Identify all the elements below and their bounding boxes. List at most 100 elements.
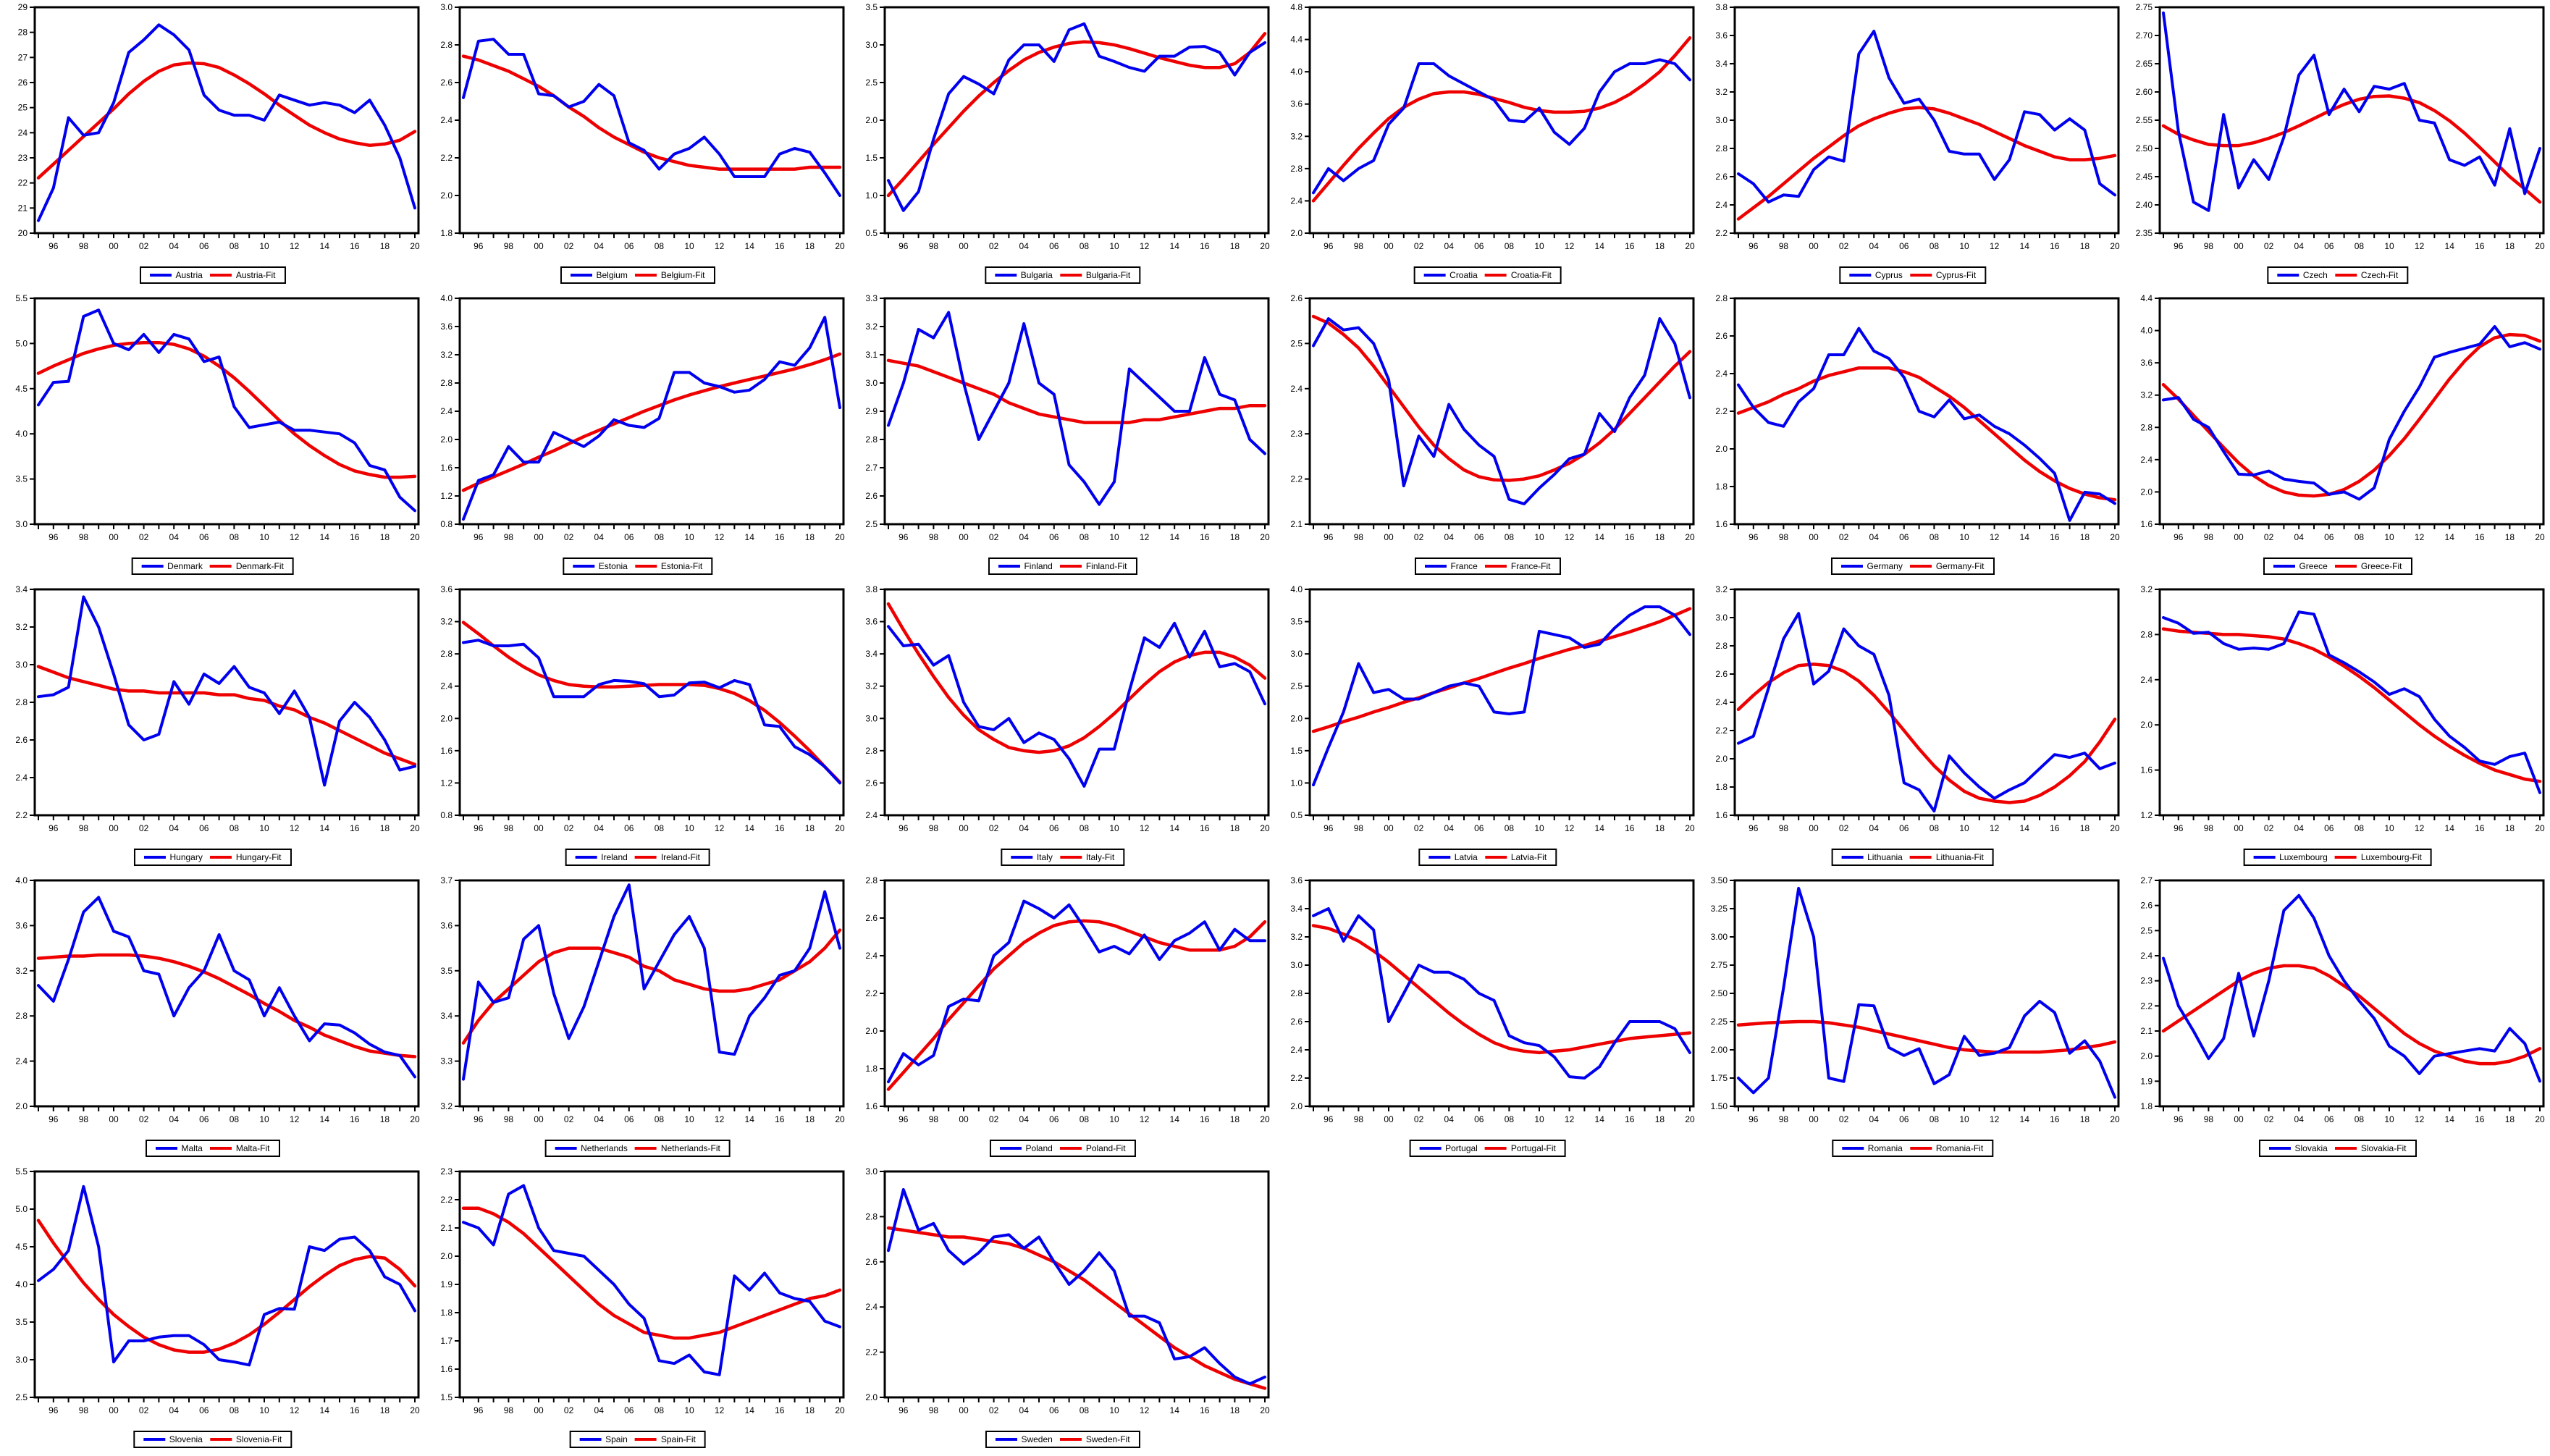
x-tick-label: 00 (534, 1114, 544, 1124)
x-tick-label: 06 (1049, 823, 1059, 833)
denmark-series-line (37, 308, 416, 513)
legend-label: Bulgaria-Fit (1085, 270, 1131, 280)
x-tick-label: 06 (1899, 823, 1909, 833)
y-tick-label: 2.0 (440, 190, 453, 201)
x-tick-label: 20 (835, 241, 845, 251)
fit-line-swatch-icon (634, 1438, 657, 1441)
y-tick-label: 2.0 (2140, 720, 2153, 730)
chart-panel-ireland: 0.8 1.2 1.6 2.0 2.4 2.8 3.2 3.6 96 98 00 02 04 06 08 10… (425, 582, 850, 873)
x-tick-label: 18 (805, 1405, 815, 1415)
legend-label: Lithuania-Fit (1935, 852, 1984, 862)
x-tick-label: 04 (1869, 241, 1880, 251)
x-tick-label: 14 (2020, 823, 2030, 833)
y-tick-label: 1.9 (2140, 1076, 2153, 1086)
x-tick-label: 08 (1930, 1114, 1940, 1124)
x-tick-label: 18 (2505, 1114, 2515, 1124)
y-tick-label: 2.45 (2136, 172, 2153, 182)
plot-frame (883, 1170, 1270, 1399)
belgium-fit-line (461, 54, 842, 171)
x-tick-label: 14 (1170, 823, 1180, 833)
legend-entry: Portugal (1419, 1144, 1478, 1153)
legend-label: Austria (175, 270, 203, 280)
legend-entry: Luxembourg-Fit (2334, 853, 2422, 862)
y-tick-label: 0.8 (440, 519, 453, 529)
luxembourg-fit-line (2161, 627, 2542, 783)
chart-panel-finland: 2.5 2.6 2.7 2.8 2.9 3.0 3.1 3.2 3.3 96 98 00 02 04 06 0… (850, 291, 1275, 582)
legend-poland: Poland Poland-Fit (989, 1140, 1136, 1157)
y-tick-label: 2.4 (440, 681, 453, 691)
legend-entry: France (1424, 561, 1478, 571)
legend-entry: Lithuania (1841, 853, 1903, 862)
y-tick-label: 2.4 (440, 406, 453, 416)
y-tick-label: 5.5 (15, 1166, 28, 1177)
x-tick-label: 20 (835, 1405, 845, 1415)
x-tick-label: 00 (534, 532, 544, 542)
x-tick-label: 18 (805, 1114, 815, 1124)
legend-ireland: Ireland Ireland-Fit (565, 849, 710, 866)
y-tick-label: 3.2 (1715, 87, 1728, 97)
legend-label: France-Fit (1510, 561, 1551, 571)
y-tick-label: 2.0 (440, 1251, 453, 1261)
x-tick-label: 06 (199, 532, 209, 542)
x-tick-label: 00 (109, 1405, 119, 1415)
x-tick-label: 14 (745, 823, 755, 833)
plot-frame (458, 297, 845, 526)
x-tick-label: 08 (1080, 532, 1090, 542)
x-tick-label: 10 (684, 241, 694, 251)
plot-lithuania: 1.6 1.8 2.0 2.2 2.4 2.6 2.8 3.0 3.2 96 98 00 02 04 06 0… (1715, 584, 2120, 833)
legend-label: Latvia-Fit (1510, 852, 1547, 862)
x-tick-label: 18 (1230, 1114, 1240, 1124)
legend-label: Ireland (601, 852, 628, 862)
fit-line-swatch-icon (209, 856, 232, 859)
legend-label: Hungary (169, 852, 203, 862)
y-tick-label: 2.2 (1290, 1073, 1303, 1083)
x-tick-label: 98 (504, 823, 514, 833)
x-tick-label: 08 (1080, 1114, 1090, 1124)
legend-label: Croatia (1449, 270, 1478, 280)
y-tick-label: 3.2 (865, 681, 878, 691)
chart-panel-austria: 20 21 22 23 24 25 26 27 28 29 96 98 00 02 04 06 08 10 12 14… (0, 0, 425, 291)
x-tick-label: 12 (1990, 532, 2000, 542)
fit-line-swatch-icon (1484, 274, 1507, 277)
x-tick-label: 20 (2535, 823, 2545, 833)
x-tick-label: 96 (49, 532, 59, 542)
y-tick-label: 2.1 (440, 1223, 453, 1233)
legend-austria: Austria Austria-Fit (139, 266, 286, 284)
x-tick-label: 18 (1655, 823, 1665, 833)
y-tick-label: 1.6 (2140, 765, 2153, 775)
y-tick-label: 2.4 (1290, 195, 1303, 206)
y-tick-label: 24 (18, 127, 28, 138)
x-tick-label: 14 (1170, 241, 1180, 251)
x-tick-label: 00 (1809, 241, 1819, 251)
legend-entry: Slovenia (143, 1435, 203, 1444)
austria-fit-line (36, 61, 417, 180)
y-tick-label: 2.2 (15, 810, 28, 820)
x-tick-label: 20 (1260, 1114, 1270, 1124)
y-tick-label: 2.6 (1290, 1017, 1303, 1027)
y-tick-label: 1.6 (2140, 519, 2153, 529)
x-tick-label: 98 (2204, 823, 2214, 833)
series-line-swatch-icon (994, 274, 1017, 277)
plot-germany: 1.6 1.8 2.0 2.2 2.4 2.6 2.8 96 98 00 02 04 06 08 10 12 1… (1715, 293, 2120, 542)
y-tick-label: 0.5 (1290, 810, 1303, 820)
legend-label: France (1450, 561, 1478, 571)
y-tick-label: 1.9 (440, 1279, 453, 1289)
plot-frame (883, 588, 1270, 817)
x-tick-label: 04 (169, 823, 180, 833)
plot-spain: 1.5 1.6 1.7 1.8 1.9 2.0 2.1 2.2 2.3 96 98 00 02 04 06 0… (440, 1166, 845, 1415)
x-tick-label: 16 (2050, 823, 2060, 833)
chart-panel-spain: 1.5 1.6 1.7 1.8 1.9 2.0 2.1 2.2 2.3 96 98 00 02 04 06 0… (425, 1164, 850, 1455)
x-tick-label: 20 (410, 532, 420, 542)
plot-frame (1733, 297, 2120, 526)
legend-label: Estonia (598, 561, 628, 571)
legend-entry: Romania-Fit (1909, 1144, 1983, 1153)
y-tick-label: 4.0 (15, 429, 28, 439)
malta-fit-line (36, 953, 417, 1059)
x-tick-label: 20 (1685, 241, 1695, 251)
y-tick-label: 2.8 (440, 649, 453, 659)
legend-entry: Denmark-Fit (209, 562, 284, 571)
x-tick-label: 12 (1565, 241, 1575, 251)
x-tick-label: 12 (1990, 1114, 2000, 1124)
x-tick-label: 06 (199, 1114, 209, 1124)
legend-label: Belgium-Fit (660, 270, 705, 280)
